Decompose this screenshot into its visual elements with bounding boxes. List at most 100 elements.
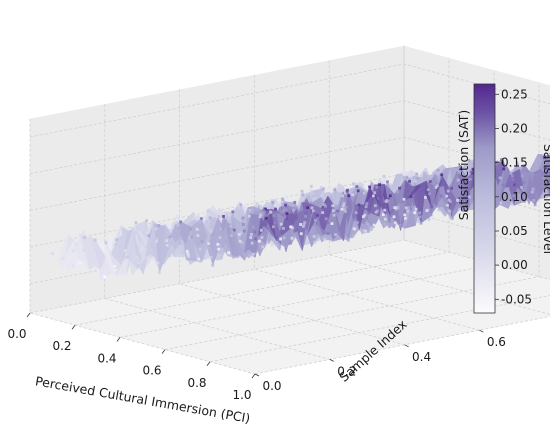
data-point xyxy=(398,223,402,227)
data-point xyxy=(426,188,430,192)
data-point xyxy=(230,234,233,237)
data-point xyxy=(157,224,161,227)
data-point xyxy=(419,221,423,225)
data-point xyxy=(531,187,535,191)
data-point xyxy=(533,187,536,191)
data-point xyxy=(207,228,211,231)
axis-ticks: 0.00.20.40.60.81.00.00.20.40.60.81.0-0.1… xyxy=(7,312,506,402)
data-point xyxy=(197,219,201,223)
data-point xyxy=(361,183,365,187)
data-point xyxy=(511,178,515,182)
data-point xyxy=(404,206,408,210)
data-point xyxy=(211,263,215,267)
data-point xyxy=(381,213,385,216)
data-point xyxy=(260,228,263,232)
data-point xyxy=(271,201,275,204)
colorbar-tick-label: 0.20 xyxy=(501,121,528,135)
data-point xyxy=(312,209,315,213)
z-axis-label: Satisfaction (SAT) xyxy=(456,110,471,220)
data-point xyxy=(416,217,420,221)
data-point xyxy=(416,177,419,180)
data-point xyxy=(165,239,168,242)
data-point xyxy=(500,161,504,165)
data-point xyxy=(218,236,222,239)
y-tick-label: 0.4 xyxy=(412,350,431,364)
data-point xyxy=(155,240,158,243)
data-point xyxy=(136,264,140,267)
data-point xyxy=(382,174,386,178)
data-point xyxy=(332,209,335,213)
data-point xyxy=(304,214,307,218)
x-tick-label: 0.8 xyxy=(187,376,206,390)
data-point xyxy=(342,202,346,205)
x-tick-label: 0.2 xyxy=(52,339,71,353)
data-point xyxy=(415,172,419,176)
data-point xyxy=(294,216,298,220)
data-point xyxy=(207,242,210,245)
grid-line xyxy=(29,100,550,175)
data-point xyxy=(178,242,182,245)
data-point xyxy=(284,203,287,207)
data-point xyxy=(72,264,76,268)
data-point xyxy=(258,215,262,219)
data-point xyxy=(261,245,265,249)
data-point xyxy=(210,233,214,237)
data-point xyxy=(368,185,371,189)
data-point xyxy=(187,236,191,239)
data-point xyxy=(250,241,254,245)
colorbar-tick-label: 0.00 xyxy=(501,258,528,272)
data-point xyxy=(241,216,245,220)
data-point xyxy=(179,220,183,224)
data-point xyxy=(165,244,169,247)
data-point xyxy=(285,212,289,215)
data-point xyxy=(541,168,545,172)
data-point xyxy=(273,221,277,225)
data-point xyxy=(335,211,339,215)
data-point xyxy=(436,168,440,172)
data-point xyxy=(133,233,137,237)
data-point xyxy=(302,225,305,228)
data-point xyxy=(189,227,193,231)
data-point xyxy=(260,236,264,239)
data-point xyxy=(217,215,221,218)
data-point xyxy=(144,234,148,237)
data-point xyxy=(437,208,441,212)
data-point xyxy=(374,210,378,214)
data-point xyxy=(334,206,338,210)
data-point xyxy=(456,178,460,182)
data-point xyxy=(510,202,513,206)
data-point xyxy=(322,187,325,191)
data-point xyxy=(197,257,200,261)
data-point xyxy=(283,216,287,219)
data-point xyxy=(523,200,526,203)
data-point xyxy=(280,202,284,206)
data-point xyxy=(322,203,326,206)
data-point xyxy=(373,191,377,195)
data-point xyxy=(220,253,223,257)
data-point xyxy=(305,226,309,230)
colorbar-tick-label: 0.15 xyxy=(501,156,528,170)
data-point xyxy=(290,236,294,240)
data-point xyxy=(470,201,473,204)
data-point xyxy=(468,177,472,181)
data-point xyxy=(242,223,245,226)
data-point xyxy=(522,181,526,184)
data-point xyxy=(147,234,151,238)
data-point xyxy=(448,200,452,203)
data-point xyxy=(364,205,368,209)
data-point xyxy=(239,203,243,207)
x-tick-label: 0.0 xyxy=(7,327,26,341)
data-point xyxy=(230,230,234,234)
data-point xyxy=(448,209,451,213)
data-point xyxy=(446,189,450,193)
data-point xyxy=(460,201,463,204)
data-point xyxy=(314,219,317,222)
data-point xyxy=(500,158,503,161)
grid-line xyxy=(29,136,550,211)
data-point xyxy=(510,174,514,178)
data-point xyxy=(217,247,220,251)
data-point xyxy=(281,197,285,201)
data-point xyxy=(237,204,240,208)
data-point xyxy=(402,197,406,201)
data-point xyxy=(240,231,243,235)
